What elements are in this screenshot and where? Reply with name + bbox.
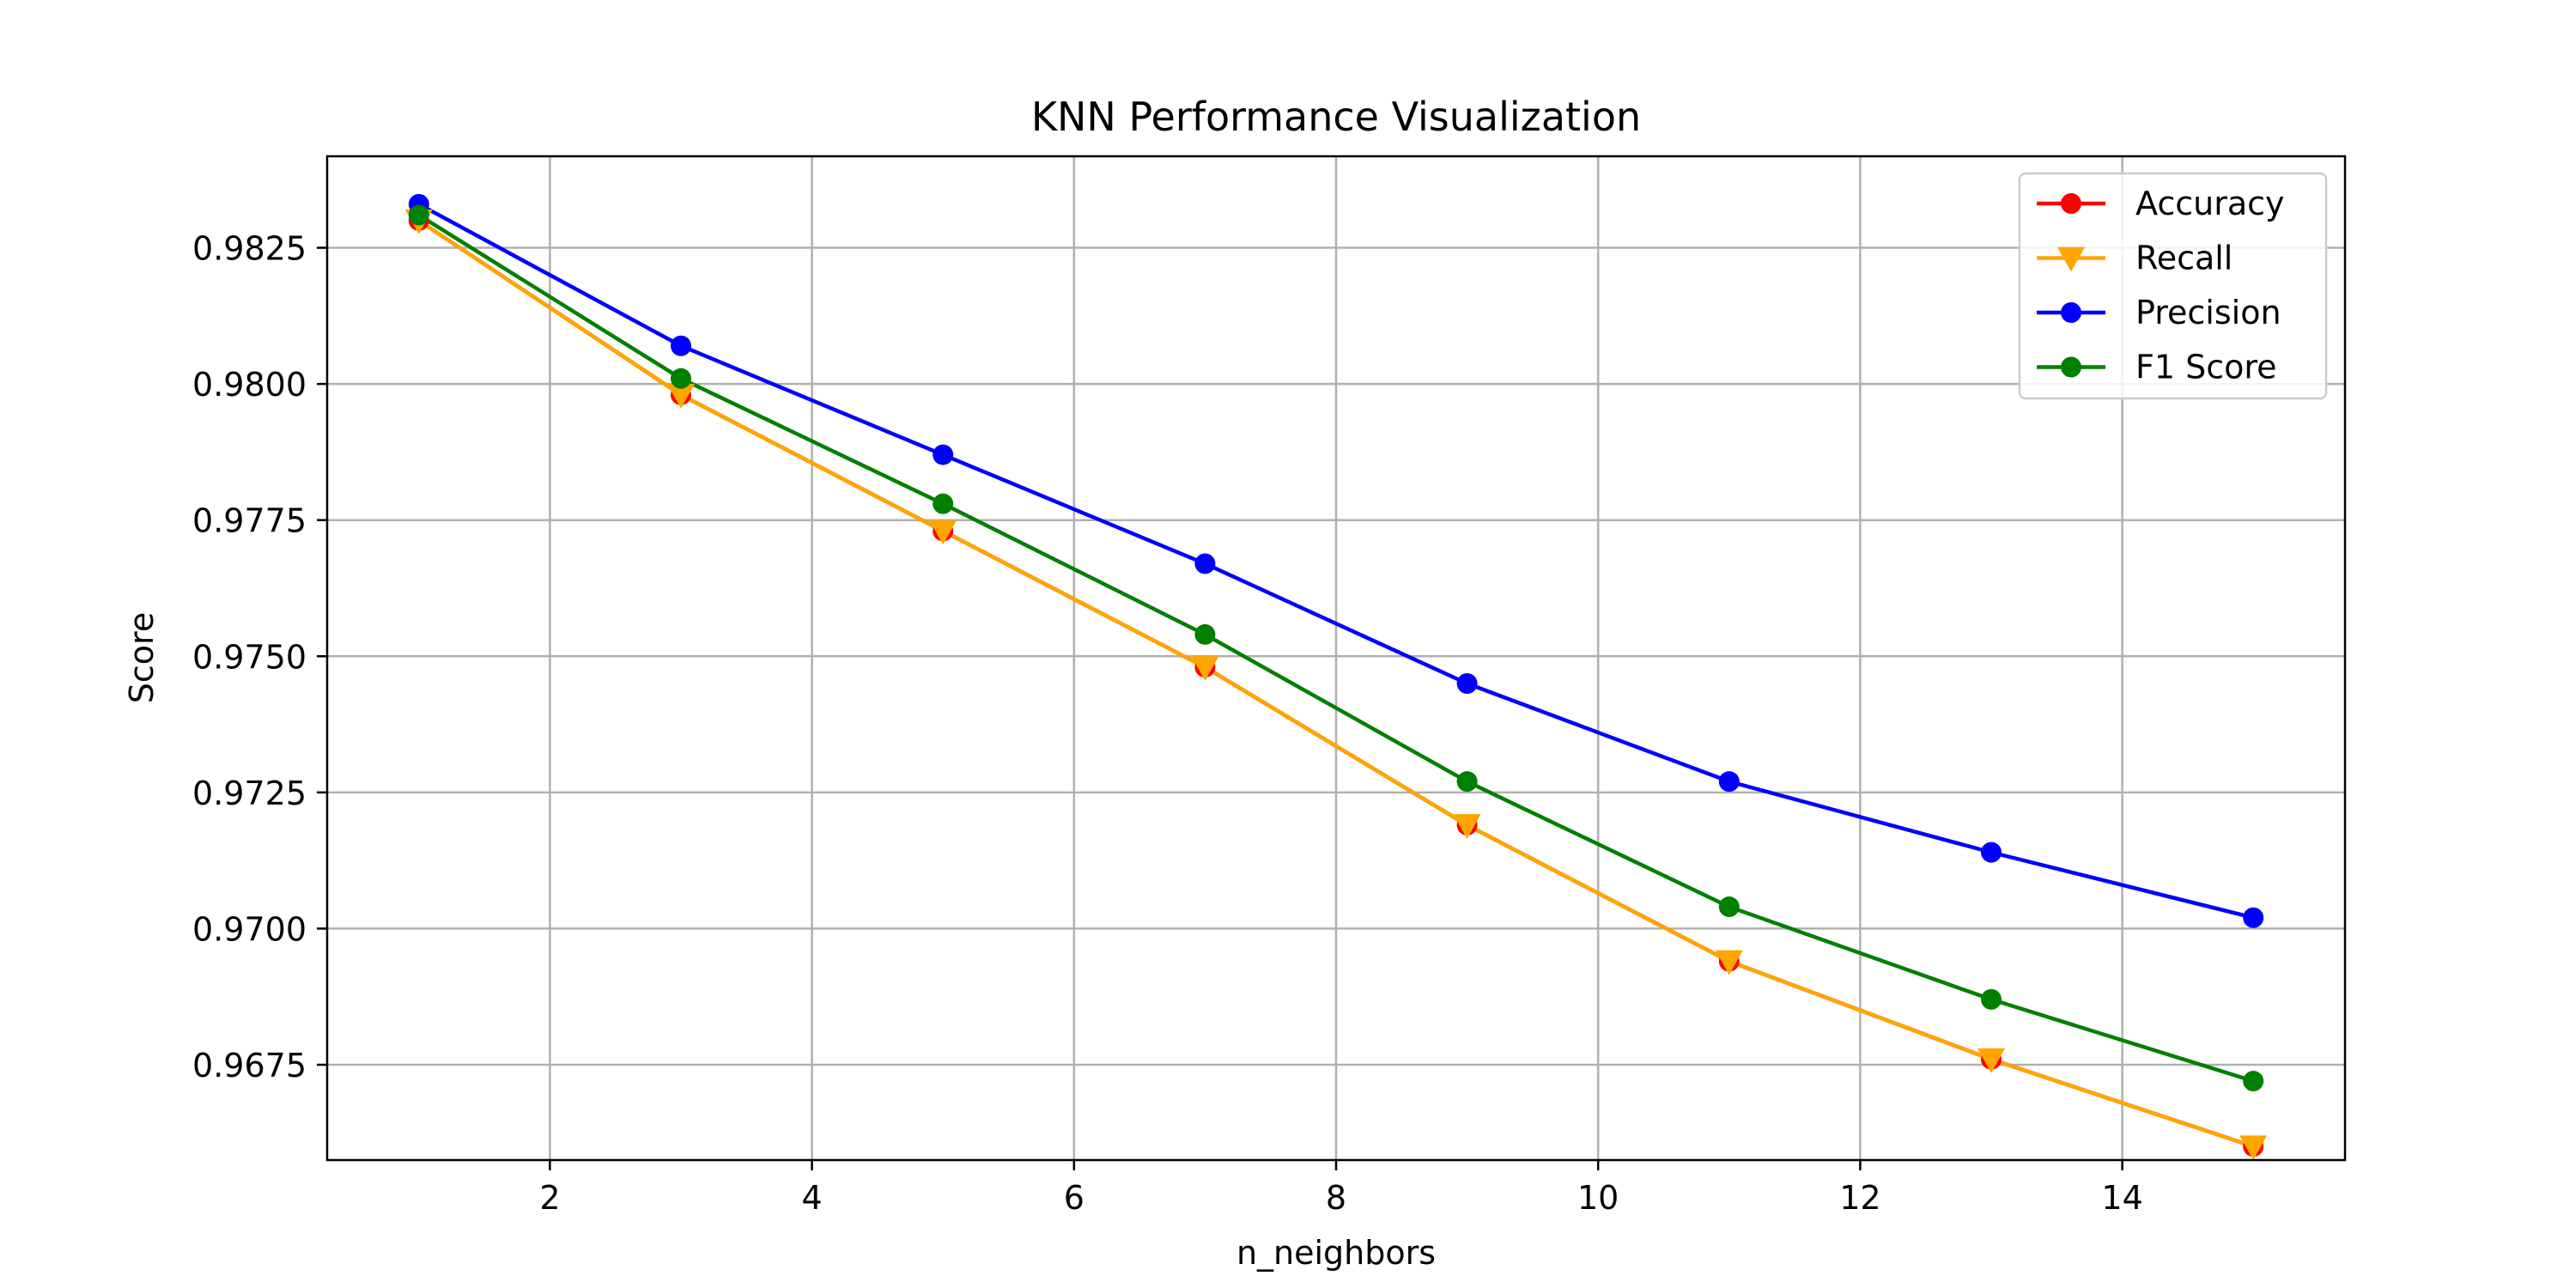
- legend-label-recall: Recall: [2136, 240, 2233, 277]
- x-tick-label: 4: [802, 1179, 823, 1217]
- y-axis: 0.9675 0.9700 0.9725 0.9750 0.9775 0.9800 0.98…: [192, 230, 327, 1084]
- x-tick-label: 14: [2101, 1179, 2142, 1217]
- legend-label-accuracy: Accuracy: [2136, 185, 2285, 222]
- data-point-f1-score: [2243, 1071, 2264, 1092]
- y-tick-label: 0.9725: [192, 775, 307, 812]
- y-axis-label: Score: [123, 612, 161, 703]
- legend-label-precision: Precision: [2136, 294, 2281, 331]
- y-tick-label: 0.9700: [192, 910, 307, 948]
- data-point-precision: [933, 444, 954, 465]
- legend-marker-accuracy: [2061, 193, 2081, 214]
- series-line-recall: [417, 218, 2254, 1149]
- data-point-f1-score: [1980, 988, 2002, 1010]
- grid: [327, 156, 2345, 1160]
- legend-marker-f1-score: [2061, 356, 2081, 378]
- data-point-precision: [1980, 841, 2002, 863]
- x-tick-label: 6: [1064, 1179, 1084, 1217]
- data-point-recall: [929, 519, 957, 545]
- chart-title: KNN Performance Visualization: [1031, 94, 1641, 140]
- data-point-recall: [1453, 814, 1481, 839]
- x-axis: 2 4 6 8 10 12 14: [539, 1160, 2143, 1217]
- data-point-recall: [667, 384, 696, 409]
- data-point-f1-score: [408, 204, 429, 226]
- data-point-precision: [1456, 672, 1478, 694]
- y-tick-label: 0.9800: [192, 366, 307, 404]
- x-tick-label: 2: [539, 1179, 560, 1217]
- series-line-f1-score: [417, 213, 2254, 1084]
- x-tick-label: 10: [1577, 1179, 1619, 1217]
- legend-marker-precision: [2061, 302, 2081, 323]
- y-tick-label: 0.9825: [192, 230, 307, 268]
- data-point-recall: [1977, 1048, 2005, 1073]
- y-tick-label: 0.9775: [192, 502, 307, 540]
- data-point-precision: [2243, 907, 2264, 928]
- data-point-f1-score: [933, 493, 954, 514]
- data-point-f1-score: [1194, 623, 1216, 645]
- data-point-f1-score: [671, 368, 692, 389]
- data-point-precision: [1718, 771, 1740, 793]
- legend-marker-recall: [2057, 246, 2085, 272]
- data-point-precision: [1194, 553, 1216, 574]
- legend: Accuracy Recall Precision F1 Score: [2018, 172, 2328, 400]
- x-tick-label: 12: [1839, 1179, 1880, 1217]
- data-point-precision: [671, 335, 692, 356]
- data-point-recall: [2239, 1135, 2268, 1161]
- x-tick-label: 8: [1326, 1179, 1346, 1217]
- y-tick-label: 0.9750: [192, 638, 307, 676]
- legend-label-f1-score: F1 Score: [2136, 349, 2277, 386]
- data-point-recall: [1715, 950, 1743, 975]
- series-markers: [404, 193, 2268, 1161]
- data-point-recall: [1191, 656, 1219, 681]
- legend-box: [2018, 172, 2328, 400]
- series-lines: [417, 202, 2254, 1149]
- data-point-f1-score: [1456, 771, 1478, 793]
- data-point-f1-score: [1718, 896, 1740, 918]
- x-axis-label: n_neighbors: [1236, 1234, 1436, 1272]
- series-line-precision: [417, 202, 2254, 920]
- y-tick-label: 0.9675: [192, 1047, 307, 1084]
